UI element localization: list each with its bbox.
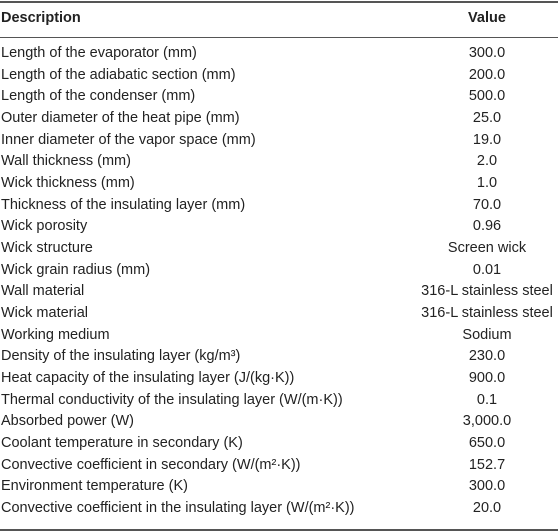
table-cell: 20.0	[472, 500, 502, 517]
table-cell: Working medium	[1, 326, 110, 343]
table-cell: 230.0	[468, 348, 506, 365]
header-rule	[0, 37, 558, 38]
header-cell: Value	[468, 10, 506, 26]
table-cell: 25.0	[472, 110, 502, 126]
table-cell: 0.1	[476, 391, 498, 408]
table-cell: 2.0	[476, 153, 498, 170]
table-cell: 900.0	[468, 370, 506, 387]
table-cell: 316-L stainless steel	[421, 305, 553, 322]
table-cell: Wick material	[1, 305, 89, 322]
table-cell: Wick grain radius (mm)	[1, 261, 151, 278]
bottom-rule	[0, 529, 558, 531]
table-cell: 200.0	[468, 66, 506, 83]
table-cell: 152.7	[468, 456, 506, 473]
table-cell: 3,000.0	[462, 413, 512, 430]
table-cell: 19.0	[472, 131, 502, 148]
table-cell: 0.96	[472, 218, 502, 235]
table-cell: Wall thickness (mm)	[1, 153, 131, 170]
table-cell: Thickness of the insulating layer (mm)	[1, 196, 246, 213]
table-cell: Heat capacity of the insulating layer (J…	[1, 370, 295, 387]
header-cell: Description	[1, 10, 81, 26]
table-cell: Density of the insulating layer (kg/m³)	[1, 348, 241, 365]
table-cell: Screen wick	[447, 240, 527, 257]
table-cell: 650.0	[468, 435, 506, 452]
table-cell: 500.0	[468, 88, 506, 105]
top-rule	[0, 1, 558, 3]
table-cell: 70.0	[472, 196, 502, 213]
table-cell: Sodium	[462, 326, 512, 343]
table-cell: 300.0	[468, 478, 506, 495]
table-cell: Inner diameter of the vapor space (mm)	[1, 131, 256, 148]
table-cell: Wick porosity	[1, 218, 88, 235]
table-cell: 316-L stainless steel	[421, 283, 553, 300]
table-cell: Length of the adiabatic section (mm)	[1, 66, 236, 83]
table-cell: Convective coefficient in secondary (W/(…	[1, 456, 301, 473]
table-cell: Absorbed power (W)	[1, 413, 134, 430]
table-cell: Wick thickness (mm)	[1, 175, 135, 192]
table-cell: Convective coefficient in the insulating…	[1, 500, 355, 517]
table-cell: Thermal conductivity of the insulating l…	[1, 391, 343, 408]
table-cell: Wall material	[1, 283, 85, 300]
table-cell: Coolant temperature in secondary (K)	[1, 435, 243, 452]
table-cell: 300.0	[468, 45, 506, 61]
table-cell: Outer diameter of the heat pipe (mm)	[1, 110, 240, 126]
table-cell: 0.01	[472, 261, 502, 278]
table-cell: Length of the condenser (mm)	[1, 88, 196, 105]
table-cell: Length of the evaporator (mm)	[1, 45, 197, 61]
table-cell: Environment temperature (K)	[1, 478, 188, 495]
table-cell: 1.0	[476, 175, 498, 192]
table-cell: Wick structure	[1, 240, 93, 257]
